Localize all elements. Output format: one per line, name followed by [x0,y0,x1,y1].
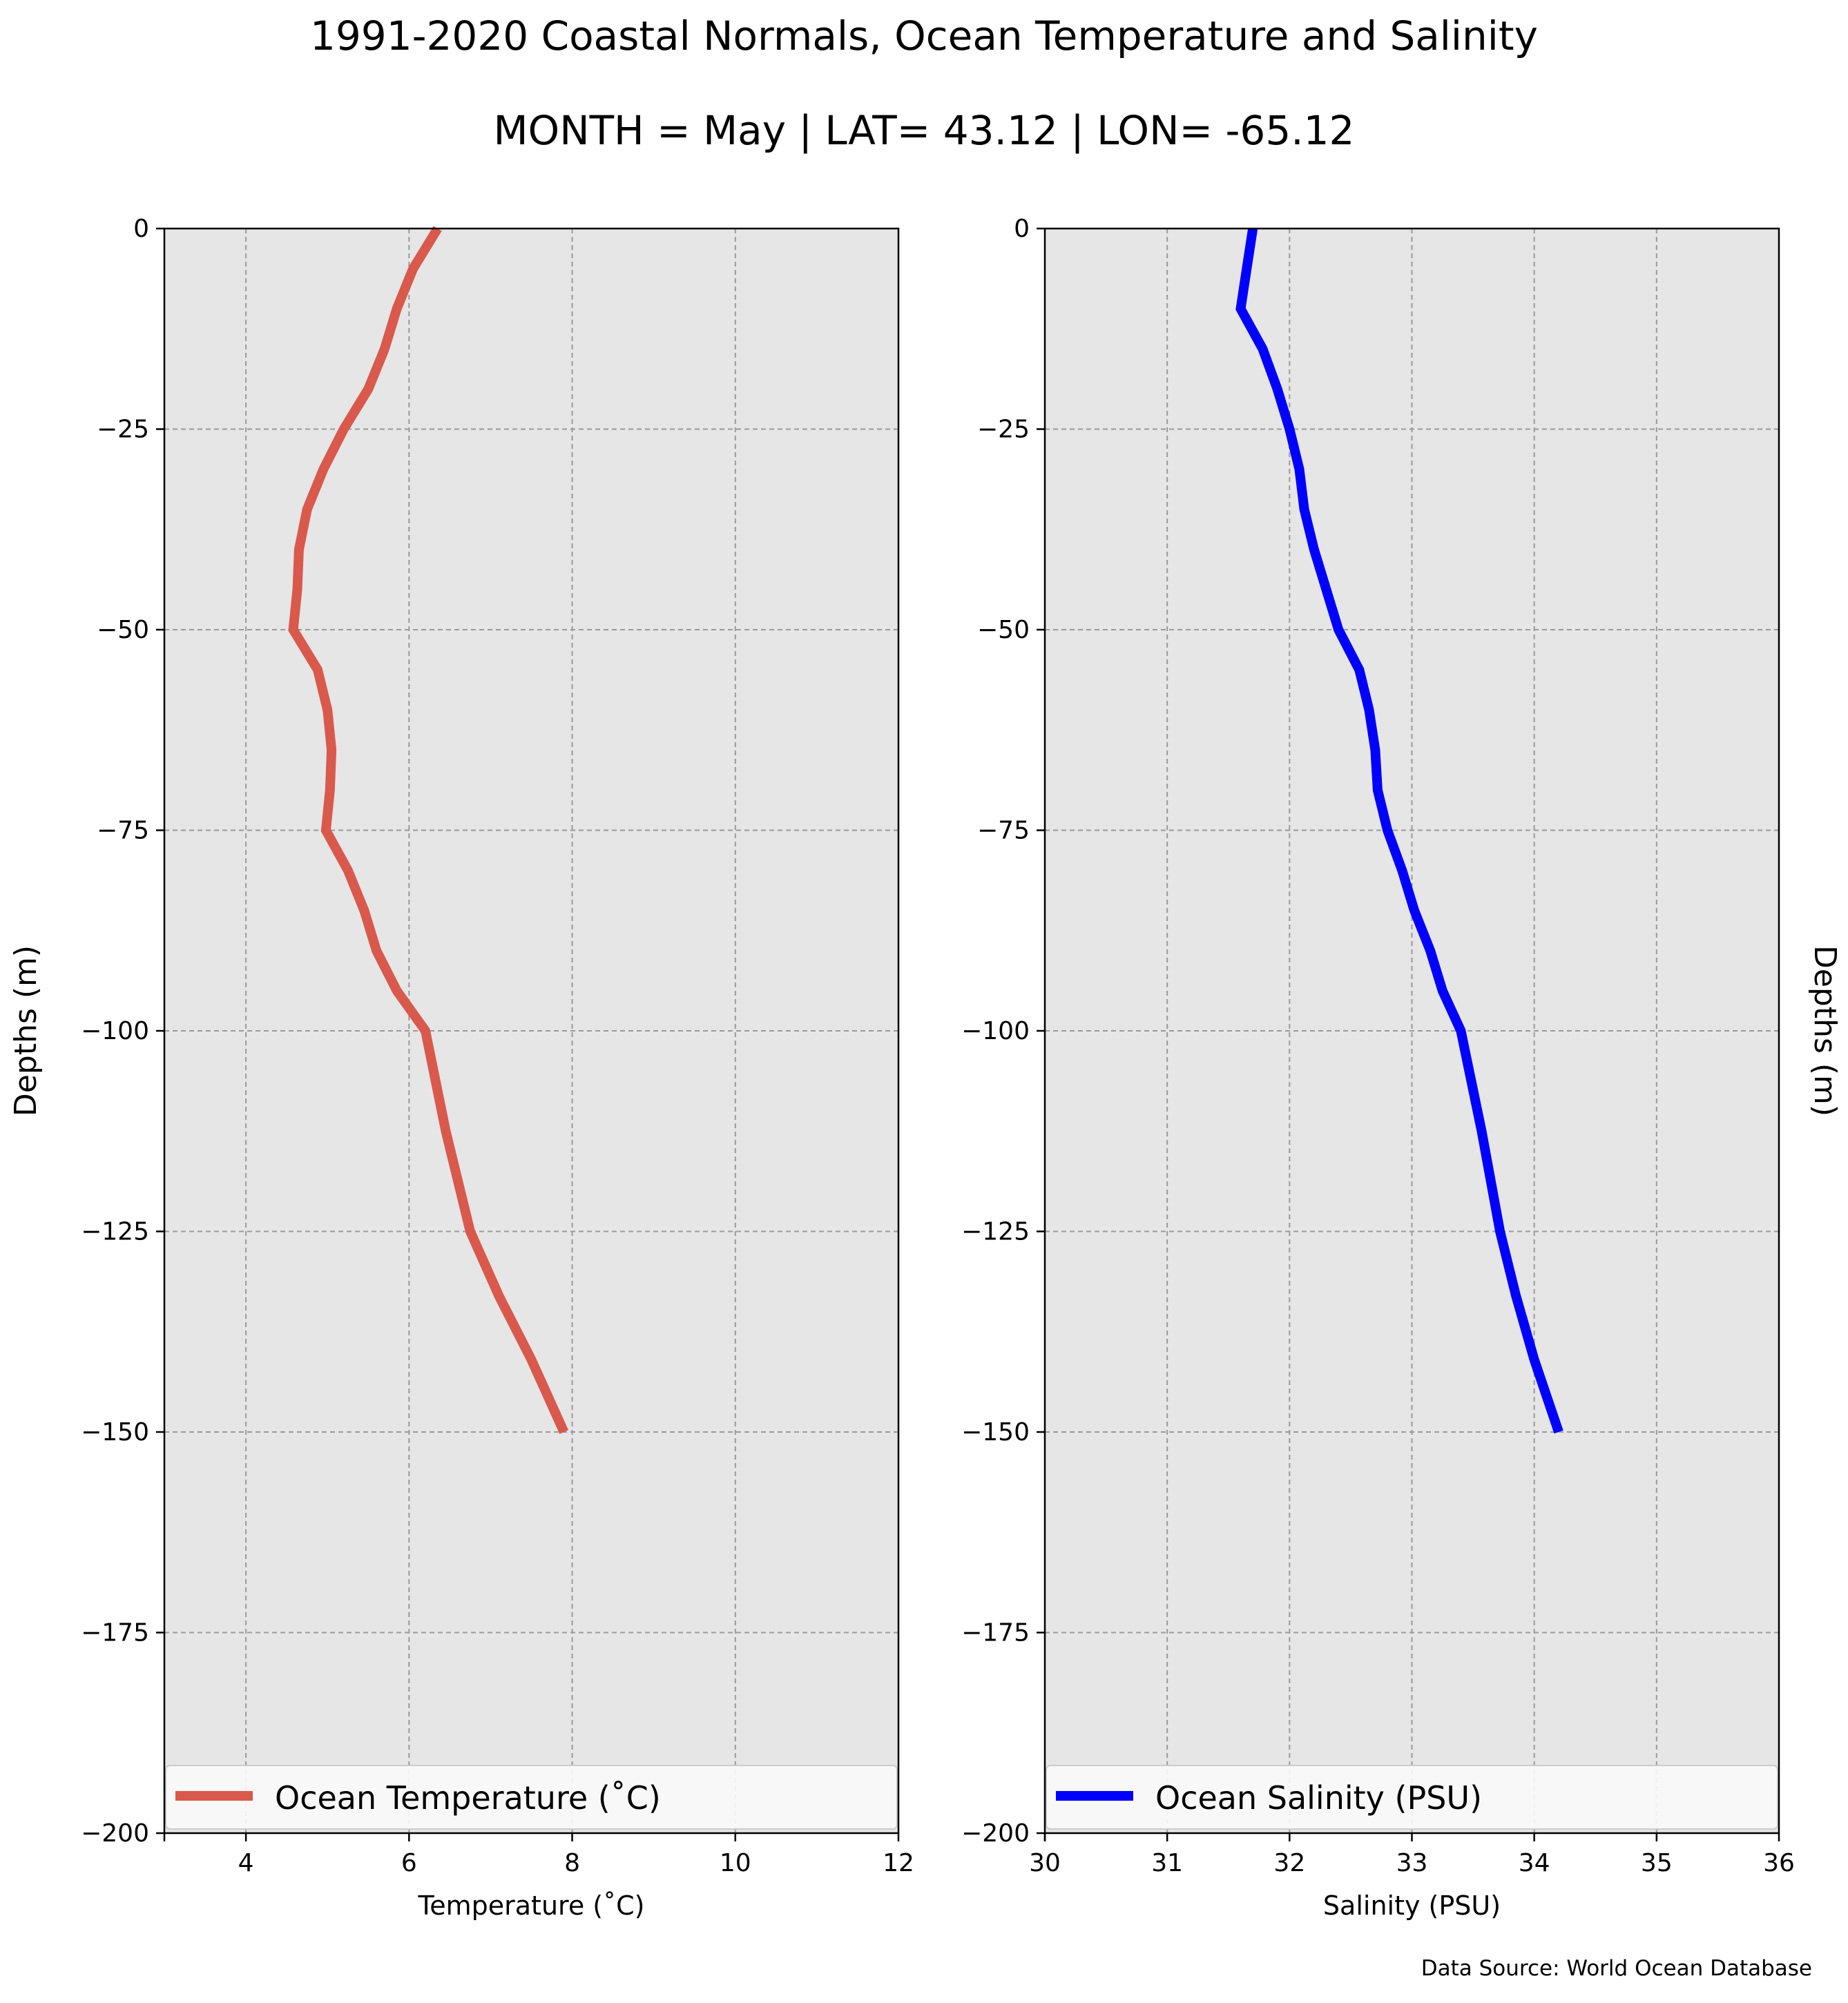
x-tick-label: 4 [238,1849,254,1877]
y-tick-label: 0 [1014,215,1030,243]
legend-label: Ocean Temperature (˚C) [275,1779,661,1817]
x-tick-label: 8 [564,1849,580,1877]
legend: Ocean Salinity (PSU) [1046,1765,1778,1830]
y-tick-label: −150 [81,1418,149,1446]
y-tick-label: −175 [81,1619,149,1647]
y-tick-label: −125 [81,1218,149,1246]
legend-label: Ocean Salinity (PSU) [1155,1779,1482,1817]
x-tick-label: 10 [720,1849,751,1877]
legend-box [165,1765,898,1830]
x-tick-label: 36 [1763,1849,1795,1877]
x-axis-label: Salinity (PSU) [1323,1890,1501,1921]
legend: Ocean Temperature (˚C) [165,1765,898,1830]
y-tick-label: −25 [977,416,1030,444]
y-tick-label: −100 [81,1017,149,1045]
y-tick-label: −75 [977,817,1030,845]
chart-title: 1991-2020 Coastal Normals, Ocean Tempera… [310,12,1538,59]
y-tick-label: −50 [977,616,1030,644]
x-tick-label: 35 [1641,1849,1673,1877]
series-line [1235,227,1563,1434]
y-tick-label: −200 [961,1819,1030,1848]
x-tick-label: 34 [1519,1849,1550,1877]
x-axis-label: Temperature (˚C) [418,1890,645,1921]
y-tick-label: −50 [97,616,149,644]
data-source-note: Data Source: World Ocean Database [1421,1956,1812,1981]
x-tick-label: 32 [1273,1849,1305,1877]
y-tick-label: −150 [961,1418,1030,1446]
y-tick-label: −25 [97,416,149,444]
plot-panel-2: Ocean Salinity (PSU) 30 31 32 33 34 35 36 0 −25 −5… [961,215,1842,1921]
x-tick-label: 6 [401,1849,417,1877]
y-tick-label: −200 [81,1819,149,1848]
y-axis-label: Depths (m) [1807,945,1842,1116]
x-tick-label: 12 [883,1849,914,1877]
series-line [288,226,569,1434]
y-axis-label: Depths (m) [8,945,44,1116]
x-tick-label: 31 [1151,1849,1183,1877]
y-tick-label: −175 [961,1619,1030,1647]
legend-box [1046,1765,1778,1830]
x-tick-label: 33 [1396,1849,1428,1877]
y-tick-label: −125 [961,1218,1030,1246]
y-tick-label: 0 [133,215,149,243]
chart-subtitle: MONTH = May | LAT= 43.12 | LON= -65.12 [493,107,1355,154]
y-tick-label: −75 [97,817,149,845]
plot-panel-1: Ocean Temperature (˚C) 4 6 8 10 12 0 −25 −50 −75 −… [8,215,914,1921]
x-tick-label: 30 [1029,1849,1061,1877]
y-tick-label: −100 [961,1017,1030,1045]
